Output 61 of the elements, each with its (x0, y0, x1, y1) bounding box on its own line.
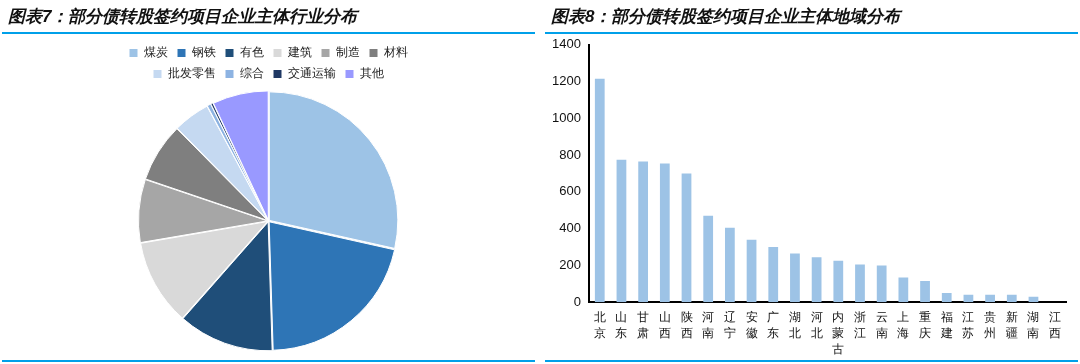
x-tick-label: 陕西 (680, 310, 693, 340)
legend-label: 钢铁 (191, 45, 216, 60)
y-tick-label: 600 (559, 183, 581, 199)
x-tick-label: 上海 (897, 310, 910, 340)
chart-title: 图表8：部分债转股签约项目企业主体地域分布 (545, 0, 1078, 34)
bar (725, 227, 735, 303)
y-tick-label: 200 (559, 257, 581, 273)
y-tick-label: 400 (559, 220, 581, 236)
legend-label: 建筑 (287, 45, 312, 60)
x-tick-label: 河南 (702, 310, 715, 340)
bar (855, 264, 865, 303)
bar (616, 159, 627, 303)
bar (833, 260, 844, 303)
bar (703, 215, 714, 303)
x-tick-label: 湖北 (788, 310, 801, 340)
x-tick-label: 云南 (875, 310, 888, 340)
x-tick-label: 甘肃 (637, 310, 650, 340)
bar (898, 277, 909, 303)
x-tick-label: 辽宁 (723, 310, 736, 340)
bar (985, 294, 995, 303)
bar (790, 253, 800, 303)
bar (746, 239, 757, 303)
x-tick-label: 重庆 (919, 310, 932, 340)
bar (594, 78, 605, 303)
y-tick-label: 800 (559, 146, 581, 162)
x-tick-label: 北京 (593, 310, 606, 340)
x-tick-label: 贵州 (984, 310, 997, 340)
bar (659, 163, 670, 303)
y-tick-label: 1000 (552, 109, 581, 125)
legend-label: 批发零售 (168, 66, 216, 81)
y-tick-label: 1400 (552, 36, 581, 52)
legend-label: 材料 (383, 45, 408, 60)
x-tick-label: 福建 (939, 310, 953, 340)
legend-label: 制造 (336, 45, 360, 60)
x-tick-label: 新疆 (1005, 310, 1018, 340)
x-tick-label: 河北 (810, 310, 823, 340)
x-tick-label: 浙江 (853, 310, 866, 340)
bar (1006, 294, 1017, 303)
legend-label: 交通运输 (288, 66, 336, 81)
legend-label: 有色 (240, 45, 264, 60)
bar (811, 257, 822, 303)
chart-title: 图表7：部分债转股签约项目企业主体行业分布 (2, 0, 535, 34)
legend-label: 综合 (240, 66, 264, 81)
x-tick-label: 广东 (767, 310, 780, 340)
legend-label: 其他 (360, 66, 384, 81)
bar (768, 247, 779, 303)
x-tick-label: 湖南 (1027, 310, 1040, 340)
x-tick-label: 江西 (1049, 310, 1062, 340)
x-tick-label: 江苏 (962, 310, 975, 340)
bar (681, 173, 692, 303)
x-tick-label: 安徽 (745, 310, 758, 340)
y-tick-label: 0 (573, 293, 581, 309)
bar (638, 161, 649, 303)
x-tick-label: 山西 (658, 310, 671, 340)
bar (941, 293, 952, 303)
x-tick-label: 内蒙古 (832, 310, 845, 356)
bar (876, 265, 887, 303)
legend-label: 煤炭 (144, 45, 168, 60)
y-tick-label: 1200 (552, 73, 581, 89)
x-tick-label: 山东 (615, 310, 628, 340)
bar (920, 281, 930, 303)
